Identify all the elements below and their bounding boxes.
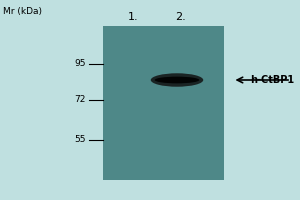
Ellipse shape	[151, 73, 203, 87]
Text: h-CtBP1: h-CtBP1	[250, 75, 294, 85]
Text: Mr (kDa): Mr (kDa)	[3, 7, 42, 16]
Text: 1.: 1.	[128, 12, 139, 22]
Text: 2.: 2.	[175, 12, 185, 22]
Text: 55: 55	[74, 136, 85, 144]
Text: 95: 95	[74, 60, 85, 68]
Text: 72: 72	[74, 96, 85, 104]
Ellipse shape	[155, 77, 199, 83]
Bar	[103, 26, 224, 180]
